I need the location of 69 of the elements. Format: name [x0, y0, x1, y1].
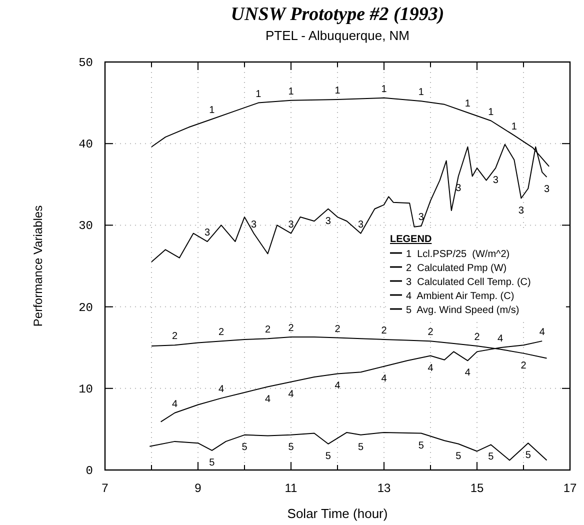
y-tick-label: 0 [86, 464, 93, 478]
x-tick-label: 9 [194, 481, 202, 495]
annotation: 1 [209, 105, 216, 116]
annotation: 1 [418, 87, 424, 98]
x-tick-label: 7 [102, 481, 109, 495]
legend-label: 2 Calculated Pmp (W) [406, 263, 507, 274]
chart-title: UNSW Prototype #2 (1993) [230, 4, 444, 25]
x-tick-label: 17 [563, 481, 577, 495]
annotation: 4 [218, 384, 224, 396]
annotation: 5 [525, 450, 532, 462]
annotation: 1 [381, 84, 388, 95]
x-tick-label: 13 [377, 481, 391, 495]
annotation: 1 [334, 86, 341, 97]
annotation: 4 [172, 398, 178, 410]
annotation: 1 [464, 98, 471, 110]
annotation: 4 [381, 373, 388, 384]
y-tick-label: 50 [78, 56, 93, 70]
annotation: 5 [418, 440, 424, 452]
legend-label: 3 Calculated Cell Temp. (C) [406, 277, 531, 288]
annotation: 4 [428, 362, 434, 374]
annotation: 2 [172, 331, 178, 342]
annotation: 4 [334, 380, 341, 392]
annotation: 4 [464, 368, 471, 379]
annotation: 2 [428, 327, 434, 338]
y-tick-label: 10 [78, 382, 93, 396]
annotation: 2 [288, 322, 294, 334]
legend-label: 4 Ambient Air Temp. (C) [406, 291, 514, 302]
annotation: 3 [325, 216, 332, 227]
y-tick-label: 30 [78, 219, 93, 234]
annotation: 5 [209, 457, 216, 468]
annotation: 1 [288, 86, 294, 98]
annotation: 3 [204, 228, 211, 239]
annotation: 5 [488, 452, 494, 463]
y-tick-label: 20 [78, 300, 93, 315]
annotation: 5 [456, 450, 462, 462]
legend-label: 1 Lcl.PSP/25 (W/m^2) [406, 249, 510, 260]
annotation: 5 [358, 442, 364, 453]
annotation: 5 [325, 450, 332, 462]
annotation: 4 [497, 334, 504, 345]
annotation: 4 [288, 388, 294, 400]
annotation: 3 [544, 184, 550, 196]
y-tick-label: 40 [78, 138, 93, 152]
annotation: 3 [456, 183, 462, 194]
annotation: 4 [539, 327, 546, 338]
annotation: 3 [418, 212, 424, 224]
annotation: 1 [256, 88, 262, 100]
annotation: 5 [242, 442, 248, 453]
annotation: 2 [381, 325, 388, 336]
annotation: 2 [474, 332, 480, 343]
annotation: 2 [520, 360, 527, 372]
annotation: 4 [264, 394, 271, 405]
annotation: 2 [218, 327, 224, 338]
annotation: 3 [358, 219, 364, 230]
chart-subtitle: PTEL - Albuquerque, NM [265, 28, 410, 43]
annotation: 5 [288, 442, 294, 453]
annotation: 3 [492, 175, 499, 186]
annotation: 2 [334, 324, 341, 335]
x-tick-label: 11 [284, 481, 298, 495]
annotation: 1 [511, 121, 518, 132]
annotation: 3 [251, 219, 258, 230]
annotation: 3 [518, 205, 524, 216]
x-tick-label: 15 [470, 481, 484, 495]
legend-title: LEGEND [390, 234, 432, 245]
x-axis-title: Solar Time (hour) [287, 506, 388, 521]
y-axis-title: Performance Variables [31, 205, 45, 327]
annotation: 3 [288, 219, 294, 230]
annotation: 1 [488, 106, 494, 118]
legend-label: 5 Avg. Wind Speed (m/s) [406, 305, 520, 316]
annotation: 2 [264, 324, 271, 336]
